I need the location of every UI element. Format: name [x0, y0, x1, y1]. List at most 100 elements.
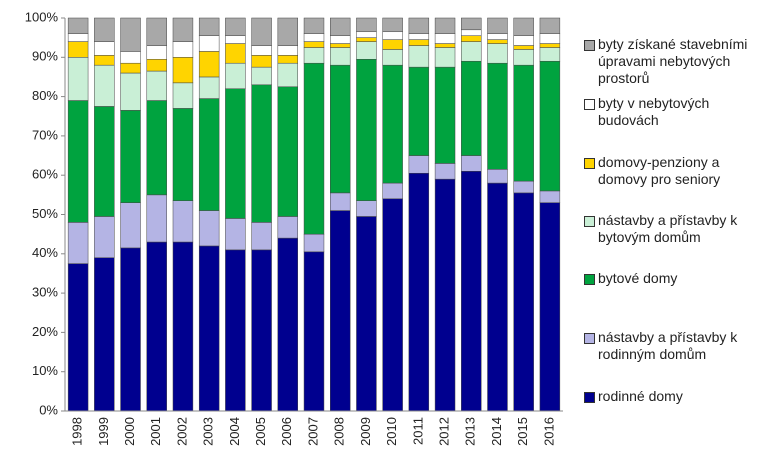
- legend-swatch: [584, 99, 595, 110]
- bar-segment: [172, 241, 194, 412]
- bar-segment: [408, 17, 430, 34]
- bar-segment: [330, 17, 351, 36]
- bar-segment: [461, 29, 482, 36]
- bar-segment: [277, 86, 298, 217]
- bar-segment: [198, 51, 220, 78]
- legend-item: nástavby a přístavby k rodinným domům: [584, 329, 769, 363]
- bar-segment: [513, 35, 534, 46]
- legend-item: rodinné domy: [584, 388, 769, 405]
- bar-segment: [382, 182, 403, 200]
- bar-segment: [539, 60, 561, 192]
- bar-segment: [67, 100, 89, 223]
- bar-segment: [539, 190, 561, 203]
- bar-segment: [120, 110, 141, 203]
- legend-item: nástavby a přístavby k bytovým domům: [584, 212, 769, 246]
- bar-segment: [198, 35, 220, 52]
- bar-segment: [408, 33, 430, 40]
- bar-segment: [94, 17, 115, 42]
- bar-segment: [382, 64, 403, 184]
- bar-segment: [303, 41, 325, 48]
- bar-segment: [172, 57, 194, 84]
- bar-segment: [513, 17, 534, 36]
- x-tick-label: 2001: [148, 417, 163, 446]
- bar-segment: [120, 247, 141, 412]
- bar-segment: [539, 47, 561, 62]
- bar-segment: [330, 64, 351, 194]
- bar-segment: [303, 17, 325, 34]
- bar-segment: [67, 263, 89, 412]
- x-tick-label: 2004: [227, 417, 242, 446]
- bar-segment: [146, 17, 167, 46]
- bar-segment: [356, 200, 377, 217]
- bar-segment: [356, 216, 377, 412]
- legend-item: byty v nebytových budovách: [584, 95, 769, 129]
- bar-segment: [94, 216, 115, 258]
- bar-segment: [487, 62, 508, 170]
- bar-segment: [172, 108, 194, 201]
- bar-segment: [277, 216, 298, 239]
- bar-segment: [330, 192, 351, 211]
- bar-segment: [225, 249, 246, 412]
- bar-segment: [120, 62, 141, 74]
- legend-label: byty v nebytových budovách: [598, 95, 710, 128]
- bar-segment: [408, 39, 430, 46]
- bar-segment: [330, 35, 351, 44]
- bar-segment: [382, 17, 403, 33]
- x-tick-label: 2016: [541, 417, 556, 446]
- legend-swatch: [584, 392, 595, 403]
- bar-segment: [67, 222, 89, 264]
- bar-segment: [356, 17, 377, 33]
- bar-segment: [513, 64, 534, 182]
- plot: 0% 10% 20% 30% 40% 50% 60% 70% 80% 90% 100% 1998 199…: [25, 9, 563, 446]
- bar-segment: [251, 249, 272, 412]
- bar-segment: [67, 57, 89, 101]
- y-tick-label: 70%: [32, 127, 58, 142]
- x-tick-label: 2003: [201, 417, 216, 446]
- bar-segment: [382, 39, 403, 50]
- bar-segment: [461, 41, 482, 62]
- bar-segment: [382, 198, 403, 412]
- y-tick-label: 20%: [32, 324, 58, 339]
- bar-segment: [225, 43, 246, 64]
- bar-segment: [539, 43, 561, 48]
- bar-segment: [539, 33, 561, 44]
- bar-segment: [225, 88, 246, 219]
- bar-segment: [487, 169, 508, 184]
- bar-segment: [356, 59, 377, 201]
- bar-segment: [382, 31, 403, 40]
- legend-label: domovy-penziony a domovy pro seniory: [598, 154, 721, 187]
- bar-segment: [251, 45, 272, 56]
- y-tick-label: 40%: [32, 245, 58, 260]
- bar-segment: [146, 59, 167, 72]
- bar-segment: [434, 163, 456, 180]
- bar-segment: [513, 192, 534, 412]
- bar-segment: [94, 106, 115, 217]
- bar-segment: [67, 17, 89, 34]
- bar-segment: [356, 37, 377, 42]
- bar-segment: [303, 251, 325, 412]
- bar-segment: [172, 82, 194, 109]
- legend-label: nástavby a přístavby k rodinným domům: [598, 329, 738, 362]
- bar-segment: [513, 45, 534, 50]
- bar-segment: [382, 49, 403, 66]
- bar-segment: [487, 33, 508, 40]
- bar-segment: [146, 45, 167, 60]
- legend-label: rodinné domy: [598, 388, 683, 404]
- bar-segment: [198, 245, 220, 412]
- bar-segment: [198, 76, 220, 99]
- x-tick-label: 2009: [358, 417, 373, 446]
- legend-swatch: [584, 333, 595, 344]
- bar-segment: [434, 178, 456, 412]
- bar-segment: [487, 17, 508, 34]
- bar-segment: [67, 41, 89, 58]
- bar-segment: [303, 233, 325, 253]
- bar-segment: [408, 172, 430, 412]
- bar-segment: [94, 55, 115, 66]
- legend-label: bytové domy: [598, 270, 678, 286]
- bar-segment: [94, 257, 115, 412]
- bar-segment: [303, 62, 325, 235]
- x-tick-label: 2012: [436, 417, 451, 446]
- bar-segment: [94, 41, 115, 56]
- bar-segment: [539, 17, 561, 34]
- bar-segment: [251, 222, 272, 251]
